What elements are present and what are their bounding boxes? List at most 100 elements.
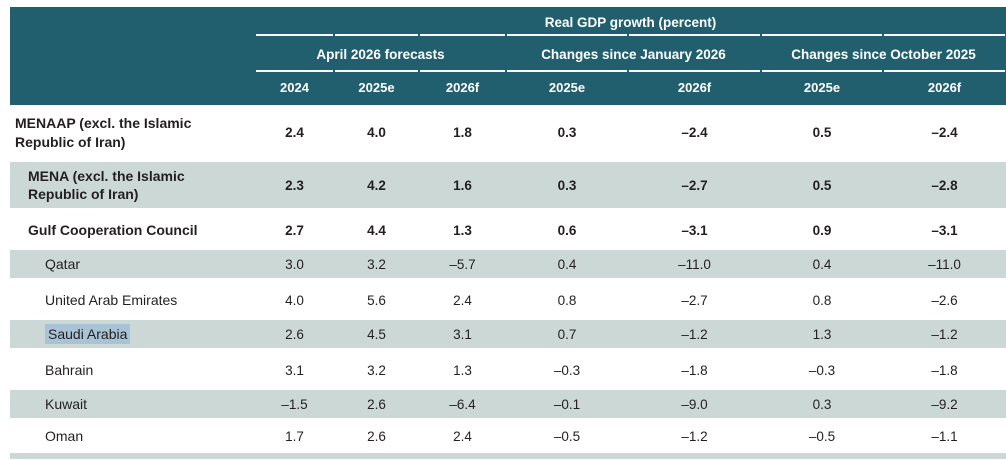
header-divider-segment: [884, 70, 1005, 72]
table-row: United Arab Emirates 4.0 5.6 2.4 0.8 –2.7 0.8 –…: [10, 283, 1006, 318]
value-cell: –3.1: [931, 223, 958, 238]
table-row: Qatar 3.0 3.2 –5.7 0.4 –11.0 0.4 –11.0: [10, 248, 1006, 283]
column-header-2026f-oct-change: 2026f: [927, 80, 962, 95]
value-cell: 1.8: [453, 125, 472, 140]
value-cell: 3.1: [285, 363, 304, 378]
value-cell: –11.0: [928, 256, 961, 272]
value-cell: 3.1: [453, 326, 472, 342]
table-row: MENAAP (excl. the Islamic Republic of Ir…: [10, 105, 1006, 160]
header-divider-segment: [884, 34, 1005, 36]
value-cell: –0.3: [808, 363, 836, 378]
header-divider-segment: [335, 70, 418, 72]
header-divider-segment: [256, 70, 333, 72]
row-label: Bahrain: [45, 362, 94, 379]
divider-spacer: [11, 34, 254, 36]
value-cell: 0.3: [557, 125, 577, 140]
value-cell: –0.5: [553, 429, 581, 444]
value-cell: –0.1: [553, 396, 581, 412]
header-divider-segment: [629, 34, 760, 36]
value-cell: 3.0: [285, 256, 304, 272]
row-label: Qatar: [45, 255, 81, 272]
value-cell: –0.5: [808, 429, 836, 444]
column-header-2025e-oct-change: 2025e: [803, 80, 841, 95]
header-divider-segment: [335, 34, 418, 36]
value-cell: 1.6: [453, 177, 472, 193]
divider-spacer: [11, 70, 254, 72]
table-title: Real GDP growth (percent): [544, 14, 717, 30]
table-row: Saudi Arabia 2.6 4.5 3.1 0.7 –1.2 1.3 –1.2: [10, 318, 1006, 353]
table-row: Oman 1.7 2.6 2.4 –0.5 –1.2 –0.5 –1.1: [10, 423, 1006, 450]
row-label: Saudi Arabia: [10, 323, 255, 345]
header-divider-segment: [256, 34, 333, 36]
value-cell: –2.4: [681, 125, 708, 140]
value-cell: 0.4: [557, 256, 577, 272]
value-cell: 0.5: [812, 125, 832, 140]
value-cell: –9.2: [931, 396, 958, 412]
value-cell: 1.3: [453, 363, 472, 378]
value-cell: –11.0: [678, 256, 711, 272]
row-label: MENA (excl. the Islamic Republic of Iran…: [28, 167, 185, 202]
value-cell: 4.0: [367, 125, 386, 140]
group-header-april-2026-forecasts: April 2026 forecasts: [316, 46, 445, 62]
value-cell: 2.4: [285, 125, 304, 140]
gdp-table: Real GDP growth (percent) April 2026 for…: [10, 7, 1006, 450]
value-cell: 0.4: [812, 256, 832, 272]
column-header-2026f-jan-change: 2026f: [677, 80, 712, 95]
value-cell: 4.5: [367, 326, 386, 342]
value-cell: –1.2: [931, 326, 958, 342]
value-cell: –1.2: [681, 429, 708, 444]
value-cell: –5.7: [449, 256, 476, 272]
header-divider-segment: [507, 70, 627, 72]
header-divider-segment: [629, 70, 760, 72]
header-divider-segment: [507, 34, 627, 36]
value-cell: 2.6: [285, 326, 304, 342]
value-cell: 2.4: [453, 429, 472, 444]
row-label: Oman: [45, 428, 84, 445]
value-cell: 4.2: [367, 177, 386, 193]
value-cell: 3.2: [367, 363, 386, 378]
selection-highlight: Saudi Arabia: [45, 323, 131, 345]
value-cell: –2.7: [681, 177, 708, 193]
value-cell: –9.0: [681, 396, 708, 412]
title-row: Real GDP growth (percent): [10, 7, 1006, 34]
column-header-row: 2024 2025e 2026f 2025e 2026f 2025e 2026f: [10, 72, 1006, 105]
value-cell: –2.4: [931, 125, 958, 140]
value-cell: 0.3: [557, 177, 577, 193]
partial-next-row-strip: [10, 453, 1006, 459]
value-cell: 3.2: [367, 256, 386, 272]
value-cell: 0.8: [812, 293, 832, 308]
value-cell: –2.6: [931, 293, 958, 308]
column-header-2024: 2024: [280, 80, 309, 95]
value-cell: 0.6: [557, 223, 577, 238]
value-cell: 5.6: [367, 293, 386, 308]
value-cell: 2.6: [367, 396, 386, 412]
value-cell: 4.0: [285, 293, 304, 308]
row-label: United Arab Emirates: [45, 292, 178, 309]
value-cell: 1.3: [812, 326, 832, 342]
table-row: Bahrain 3.1 3.2 1.3 –0.3 –1.8 –0.3 –1.8: [10, 353, 1006, 388]
group-header-row: April 2026 forecasts Changes since Janua…: [10, 36, 1006, 70]
row-label: Gulf Cooperation Council: [28, 222, 198, 239]
header-divider-upper: [10, 34, 1006, 36]
value-cell: 1.3: [453, 223, 472, 238]
value-cell: 0.9: [812, 223, 832, 238]
header-divider-lower: [10, 70, 1006, 72]
value-cell: 0.5: [812, 177, 832, 193]
group-header-changes-since-january-2026: Changes since January 2026: [541, 46, 726, 62]
value-cell: –1.8: [931, 363, 958, 378]
value-cell: 1.7: [285, 429, 304, 444]
value-cell: 4.4: [367, 223, 386, 238]
value-cell: –3.1: [681, 223, 708, 238]
value-cell: 2.4: [453, 293, 472, 308]
header-divider-segment: [420, 70, 505, 72]
header-divider-segment: [762, 70, 882, 72]
table-header: Real GDP growth (percent) April 2026 for…: [10, 7, 1006, 105]
header-divider-segment: [762, 34, 882, 36]
value-cell: –1.2: [681, 326, 708, 342]
table-body: MENAAP (excl. the Islamic Republic of Ir…: [10, 105, 1006, 450]
value-cell: –1.5: [281, 396, 308, 412]
value-cell: 2.3: [285, 177, 304, 193]
group-header-changes-since-october-2025: Changes since October 2025: [791, 46, 976, 62]
value-cell: 2.6: [367, 429, 386, 444]
